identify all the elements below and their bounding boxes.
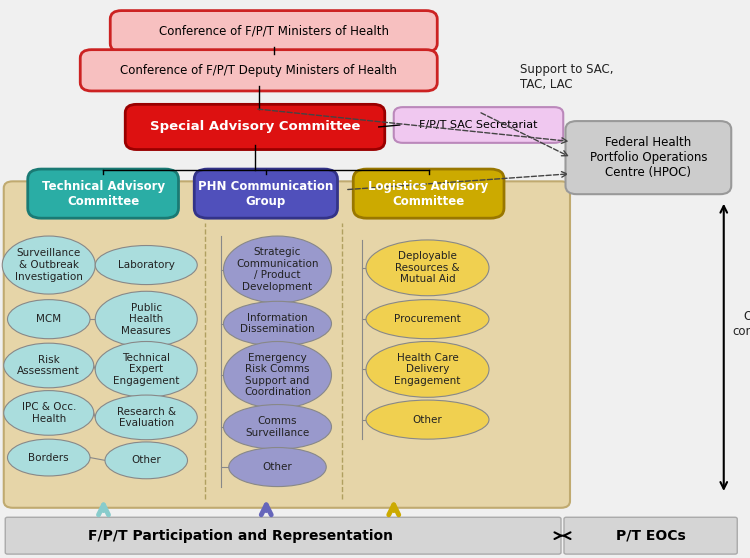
Text: Technical
Expert
Engagement: Technical Expert Engagement	[113, 353, 179, 386]
Text: Deployable
Resources &
Mutual Aid: Deployable Resources & Mutual Aid	[395, 251, 460, 285]
Text: Health Care
Delivery
Engagement: Health Care Delivery Engagement	[394, 353, 460, 386]
Ellipse shape	[366, 341, 489, 397]
Ellipse shape	[95, 395, 197, 440]
Text: Strategic
Communication
/ Product
Development: Strategic Communication / Product Develo…	[236, 247, 319, 292]
Text: Operational
communication: Operational communication	[733, 310, 750, 338]
FancyBboxPatch shape	[194, 169, 338, 218]
Text: Technical Advisory
Committee: Technical Advisory Committee	[41, 180, 165, 208]
Ellipse shape	[224, 341, 332, 408]
Ellipse shape	[224, 405, 332, 449]
FancyBboxPatch shape	[4, 181, 570, 508]
FancyBboxPatch shape	[125, 104, 385, 150]
Text: Borders: Borders	[28, 453, 69, 463]
Text: Other: Other	[262, 462, 292, 472]
Text: Procurement: Procurement	[394, 314, 460, 324]
Text: Emergency
Risk Comms
Support and
Coordination: Emergency Risk Comms Support and Coordin…	[244, 353, 311, 397]
Ellipse shape	[95, 291, 197, 347]
Text: Surveillance
& Outbreak
Investigation: Surveillance & Outbreak Investigation	[15, 248, 82, 282]
FancyBboxPatch shape	[28, 169, 178, 218]
Text: Public
Health
Measures: Public Health Measures	[122, 302, 171, 336]
Ellipse shape	[366, 300, 489, 339]
Text: Special Advisory Committee: Special Advisory Committee	[150, 121, 360, 133]
Ellipse shape	[2, 236, 95, 294]
Ellipse shape	[229, 448, 326, 487]
Text: F/P/T SAC Secretariat: F/P/T SAC Secretariat	[419, 120, 538, 130]
FancyBboxPatch shape	[353, 169, 504, 218]
Text: Other: Other	[413, 415, 442, 425]
FancyBboxPatch shape	[394, 107, 563, 143]
FancyBboxPatch shape	[5, 517, 561, 554]
FancyBboxPatch shape	[564, 517, 737, 554]
Ellipse shape	[4, 391, 94, 435]
Text: Other: Other	[131, 455, 161, 465]
Text: IPC & Occ.
Health: IPC & Occ. Health	[22, 402, 76, 424]
FancyBboxPatch shape	[80, 50, 437, 91]
Text: Support to SAC,
TAC, LAC: Support to SAC, TAC, LAC	[520, 63, 614, 91]
Text: MCM: MCM	[36, 314, 62, 324]
Text: Laboratory: Laboratory	[118, 260, 175, 270]
Ellipse shape	[366, 240, 489, 296]
Ellipse shape	[224, 236, 332, 303]
Ellipse shape	[8, 439, 90, 476]
Text: Information
Dissemination: Information Dissemination	[240, 313, 315, 334]
Text: Federal Health
Portfolio Operations
Centre (HPOC): Federal Health Portfolio Operations Cent…	[590, 136, 707, 179]
Ellipse shape	[8, 300, 90, 339]
Text: Comms
Surveillance: Comms Surveillance	[245, 416, 310, 437]
Text: P/T EOCs: P/T EOCs	[616, 528, 686, 543]
Text: Research &
Evaluation: Research & Evaluation	[117, 407, 176, 428]
Ellipse shape	[366, 400, 489, 439]
FancyBboxPatch shape	[566, 121, 731, 194]
Ellipse shape	[4, 343, 94, 388]
Text: Logistics Advisory
Committee: Logistics Advisory Committee	[368, 180, 489, 208]
Ellipse shape	[224, 301, 332, 346]
FancyBboxPatch shape	[110, 11, 437, 52]
Text: Risk
Assessment: Risk Assessment	[17, 355, 80, 376]
Ellipse shape	[105, 442, 188, 479]
Ellipse shape	[95, 246, 197, 285]
Text: Conference of F/P/T Ministers of Health: Conference of F/P/T Ministers of Health	[159, 25, 388, 38]
Text: F/P/T Participation and Representation: F/P/T Participation and Representation	[88, 528, 392, 543]
Text: Conference of F/P/T Deputy Ministers of Health: Conference of F/P/T Deputy Ministers of …	[120, 64, 398, 77]
Text: PHN Communication
Group: PHN Communication Group	[198, 180, 334, 208]
Ellipse shape	[95, 341, 197, 397]
